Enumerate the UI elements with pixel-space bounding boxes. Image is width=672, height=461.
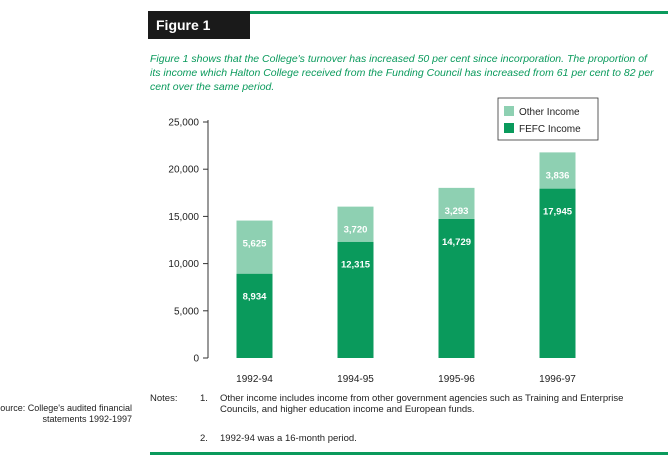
data-label: 3,836 bbox=[546, 170, 570, 181]
figure-caption: Figure 1 shows that the College's turnov… bbox=[150, 53, 654, 93]
bar-segment bbox=[337, 241, 374, 358]
bar-segment bbox=[337, 206, 374, 242]
notes-label: Notes: bbox=[150, 393, 178, 404]
y-tick-label: 25,000 bbox=[168, 118, 199, 129]
bar-segment bbox=[438, 187, 475, 219]
data-label: 17,945 bbox=[543, 207, 573, 218]
x-category-label: 1995-96 bbox=[438, 374, 475, 385]
footer-rule bbox=[150, 452, 668, 455]
legend-label: FEFC Income bbox=[519, 124, 581, 135]
bar-segment bbox=[236, 273, 273, 358]
x-category-label: 1992-94 bbox=[236, 374, 273, 385]
note-number: 2. bbox=[200, 433, 208, 444]
note-number: 1. bbox=[200, 393, 208, 404]
figure-label: Figure 1 bbox=[148, 11, 250, 39]
data-label: 8,934 bbox=[243, 292, 267, 303]
bar-segment bbox=[539, 152, 576, 189]
header-rule bbox=[250, 11, 668, 14]
note-text: 1992-94 was a 16-month period. bbox=[220, 433, 357, 444]
legend-swatch bbox=[504, 106, 514, 116]
y-tick-label: 20,000 bbox=[168, 165, 199, 176]
note-text: Other income includes income from other … bbox=[220, 393, 624, 415]
data-label: 5,625 bbox=[243, 239, 267, 250]
legend-swatch bbox=[504, 123, 514, 133]
x-category-label: 1994-95 bbox=[337, 374, 374, 385]
bar-segment bbox=[438, 218, 475, 358]
bar-segment bbox=[236, 220, 273, 274]
x-category-label: 1996-97 bbox=[539, 374, 576, 385]
legend-box bbox=[497, 97, 599, 141]
legend-label: Other Income bbox=[519, 107, 580, 118]
source-note: Source: College's audited financial stat… bbox=[0, 403, 132, 424]
y-tick-label: 15,000 bbox=[168, 212, 199, 223]
figure-header: Figure 1 bbox=[148, 11, 668, 39]
y-tick-label: 5,000 bbox=[174, 306, 199, 317]
y-tick-label: 0 bbox=[193, 354, 199, 365]
data-label: 14,729 bbox=[442, 237, 471, 248]
data-label: 3,720 bbox=[344, 225, 368, 236]
data-label: 12,315 bbox=[341, 260, 371, 271]
bar-segment bbox=[539, 188, 576, 358]
y-tick-label: 10,000 bbox=[168, 259, 199, 270]
data-label: 3,293 bbox=[445, 206, 469, 217]
